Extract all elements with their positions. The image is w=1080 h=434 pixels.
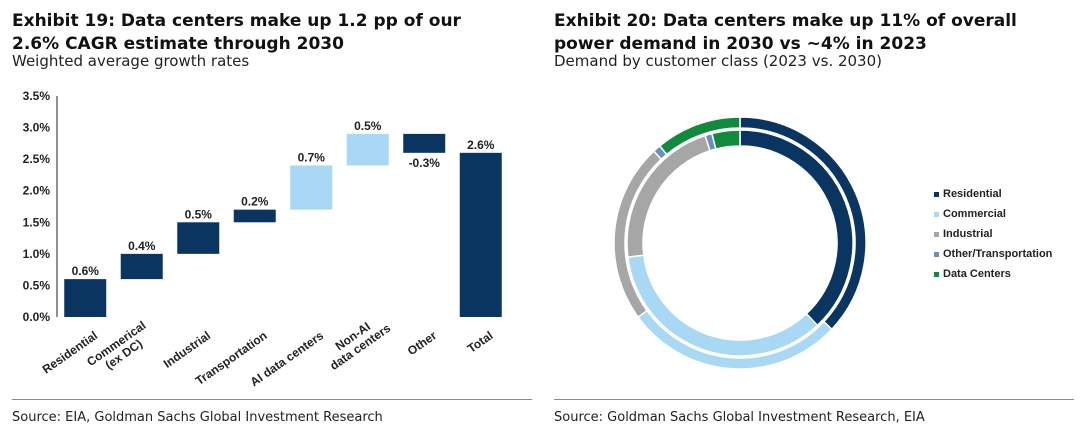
y-tick-label: 3.5% xyxy=(23,89,51,103)
data-label: 0.6% xyxy=(72,264,100,278)
waterfall-bar xyxy=(64,279,107,317)
exhibit-19-panel: Exhibit 19: Data centers make up 1.2 pp … xyxy=(0,0,532,434)
waterfall-bar xyxy=(290,165,333,210)
exhibit-19-title: Exhibit 19: Data centers make up 1.2 pp … xyxy=(12,11,461,54)
x-category-label: Commerical(ex DC) xyxy=(84,318,148,372)
legend-swatch xyxy=(934,272,939,277)
outer-ring-slice xyxy=(658,116,741,156)
y-tick-label: 0.0% xyxy=(23,310,51,324)
data-label: -0.3% xyxy=(409,156,441,170)
legend-label: Residential xyxy=(943,188,1002,200)
x-category-label: Total xyxy=(465,328,496,355)
legend-swatch xyxy=(934,212,939,217)
data-label: 0.5% xyxy=(185,207,213,221)
exhibit-19-source: Source: EIA, Goldman Sachs Global Invest… xyxy=(12,410,383,425)
legend-label: Other/Transportation xyxy=(943,248,1053,260)
waterfall-bar xyxy=(403,133,446,153)
x-category-label-line: Industrial xyxy=(161,328,213,370)
x-category-label-line: Total xyxy=(465,328,496,355)
waterfall-bar xyxy=(346,133,389,166)
exhibit-20-title: Exhibit 20: Data centers make up 11% of … xyxy=(554,11,1017,54)
data-label: 0.5% xyxy=(354,119,382,133)
legend-label: Industrial xyxy=(943,228,993,240)
exhibit-19-divider xyxy=(12,399,532,400)
donut-chart: Residential Commercial Industrial Other/Tra… xyxy=(613,116,1053,370)
data-label: 0.4% xyxy=(128,239,156,253)
inner-ring-slice xyxy=(739,129,854,327)
legend-label: Data Centers xyxy=(943,268,1011,280)
y-tick-label: 2.5% xyxy=(23,152,51,166)
exhibit-20-divider xyxy=(554,399,1074,400)
exhibit-20-subtitle: Demand by customer class (2023 vs. 2030) xyxy=(554,52,883,70)
data-label: 2.6% xyxy=(467,138,495,152)
exhibit-20-panel: Exhibit 20: Data centers make up 11% of … xyxy=(550,0,1080,434)
waterfall-bar xyxy=(120,253,163,280)
y-tick-label: 1.0% xyxy=(23,247,51,261)
data-label: 0.2% xyxy=(241,195,269,209)
legend-swatch xyxy=(934,252,939,257)
x-category-label: Other xyxy=(405,328,440,358)
y-tick-label: 2.0% xyxy=(23,184,51,198)
waterfall-bar xyxy=(459,152,502,317)
inner-ring-slice xyxy=(710,129,741,150)
legend-label: Commercial xyxy=(943,208,1006,220)
exhibit-19-subtitle: Weighted average growth rates xyxy=(12,52,250,70)
x-category-label: Industrial xyxy=(161,328,213,370)
y-tick-label: 0.5% xyxy=(23,278,51,292)
exhibit-20-source: Source: Goldman Sachs Global Investment … xyxy=(554,410,925,425)
waterfall-bar xyxy=(233,209,276,223)
waterfall-bar xyxy=(177,222,220,254)
data-label: 0.7% xyxy=(298,150,326,164)
legend-swatch xyxy=(934,192,939,197)
y-tick-label: 1.5% xyxy=(23,215,51,229)
inner-ring-slice xyxy=(627,254,819,357)
legend-swatch xyxy=(934,232,939,237)
x-category-label-line: Other xyxy=(405,328,440,358)
waterfall-chart: 0.0%0.5%1.0%1.5%2.0%2.5%3.0%3.5%0.6%Resi… xyxy=(23,89,502,389)
y-tick-label: 3.0% xyxy=(23,121,51,135)
